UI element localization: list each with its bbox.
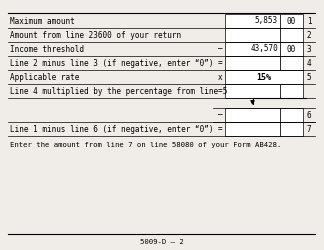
Bar: [280, 56, 303, 70]
Text: Enter the amount from line 7 on line 58080 of your Form AB428.: Enter the amount from line 7 on line 580…: [10, 142, 281, 148]
Bar: [280, 28, 303, 42]
Bar: [225, 84, 280, 98]
Bar: [225, 42, 280, 56]
Bar: [280, 84, 303, 98]
Text: 5: 5: [307, 72, 311, 82]
Text: 43,570: 43,570: [250, 44, 278, 54]
Bar: [280, 14, 303, 28]
Bar: [225, 108, 280, 122]
Bar: [225, 70, 303, 84]
Bar: [280, 42, 303, 56]
Bar: [225, 28, 280, 42]
Bar: [280, 122, 303, 136]
Text: x: x: [218, 72, 222, 82]
Text: Applicable rate: Applicable rate: [10, 72, 79, 82]
Text: Line 2 minus line 3 (if negative, enter “0”): Line 2 minus line 3 (if negative, enter …: [10, 58, 214, 68]
Text: =: =: [218, 86, 222, 96]
Text: 00: 00: [287, 16, 296, 26]
Text: =: =: [218, 58, 222, 68]
Text: Line 4 multiplied by the percentage from line 5: Line 4 multiplied by the percentage from…: [10, 86, 227, 96]
Text: –: –: [218, 110, 222, 120]
Bar: [280, 108, 303, 122]
Bar: [225, 56, 280, 70]
Text: 5,853: 5,853: [255, 16, 278, 26]
Text: 00: 00: [287, 44, 296, 54]
Text: 15%: 15%: [257, 72, 272, 82]
Text: Income threshold: Income threshold: [10, 44, 84, 54]
Text: –: –: [218, 44, 222, 54]
Text: 3: 3: [307, 44, 311, 54]
Text: 4: 4: [307, 58, 311, 68]
Text: 6: 6: [307, 110, 311, 120]
Bar: [225, 122, 280, 136]
Text: =: =: [218, 124, 222, 134]
Text: Maximum amount: Maximum amount: [10, 16, 75, 26]
Text: 2: 2: [307, 30, 311, 40]
Text: 1: 1: [307, 16, 311, 26]
Bar: [225, 14, 280, 28]
Text: 5009-D – 2: 5009-D – 2: [140, 239, 184, 245]
Text: Amount from line 23600 of your return: Amount from line 23600 of your return: [10, 30, 181, 40]
Text: 7: 7: [307, 124, 311, 134]
Text: Line 1 minus line 6 (if negative, enter “0”): Line 1 minus line 6 (if negative, enter …: [10, 124, 214, 134]
